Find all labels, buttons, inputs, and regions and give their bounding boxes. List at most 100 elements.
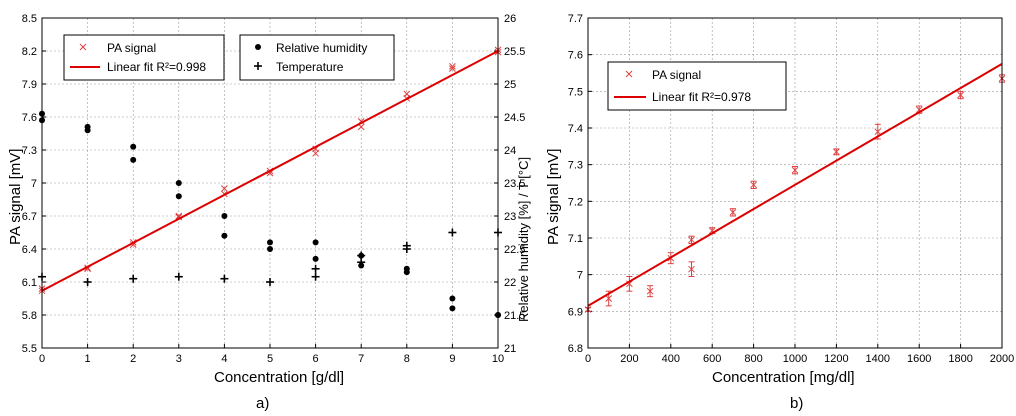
- x-marker: [874, 128, 882, 136]
- x-stroke: [266, 169, 274, 177]
- x-marker: [957, 91, 964, 99]
- y-tick-label: 5.5: [22, 343, 37, 355]
- x-marker: [646, 287, 654, 295]
- y-tick-label: 7.6: [22, 112, 37, 124]
- x-stroke: [729, 208, 737, 216]
- data-point-temperature: [174, 272, 183, 281]
- x-stroke: [221, 185, 228, 192]
- y-tick-label: 6.9: [568, 306, 583, 318]
- chart-b: 0 200 400 600 800 1000 1200 1400 1600 1800 2000 6.8…: [545, 13, 1014, 412]
- data-point-humidity: [312, 255, 319, 262]
- legend-box: [607, 61, 787, 111]
- legend-pa-b: PA signal Linear fit R²=0.978: [607, 61, 787, 111]
- x-tick-label: 0: [39, 353, 45, 365]
- data-point-temperature: [311, 264, 320, 273]
- y-tick-label: 6.7: [22, 211, 37, 223]
- x-stroke: [833, 148, 840, 156]
- data-point-pa: [750, 180, 757, 189]
- y2-tick-label: 23.5: [504, 178, 525, 190]
- plot-frame-b: [587, 17, 1003, 349]
- y-tick-label: 7.6: [568, 50, 583, 62]
- data-point-temperature: [266, 278, 274, 286]
- y-tick-label: 5.8: [22, 310, 37, 322]
- legend-marker-x-icon: [79, 43, 87, 51]
- chart-a: 0 1 2 3 4 5 6 7 8 9 105.55.86.16.46.777.37.67.98.2…: [7, 13, 531, 412]
- data-point-temperature: [83, 278, 92, 286]
- data-point-pa: [221, 185, 228, 192]
- y2-tick-label: 25: [504, 79, 516, 91]
- y-axis-label-a: PA signal [mV]: [7, 149, 24, 245]
- x-stroke: [449, 63, 456, 70]
- y-tick-label: 7.3: [22, 145, 37, 157]
- x-tick-label: 7: [358, 353, 364, 365]
- y-tick-label: 7.9: [22, 79, 37, 91]
- y-tick-label: 7: [31, 178, 37, 190]
- data-point-humidity: [175, 193, 182, 200]
- x-tick-label: 8: [404, 353, 410, 365]
- x-marker: [688, 236, 695, 244]
- y2-tick-label: 22: [504, 277, 516, 289]
- x-tick-label: 1000: [783, 353, 807, 365]
- y-tick-label: 6.8: [568, 343, 583, 355]
- y2-tick-label: 24.5: [504, 112, 525, 124]
- x-tick-label: 800: [744, 353, 762, 365]
- x-tick-label: 3: [176, 353, 182, 365]
- data-point-humidity: [267, 246, 273, 252]
- data-point-pa: [688, 261, 695, 277]
- data-point-humidity: [221, 232, 228, 239]
- data-point-temperature: [402, 245, 411, 253]
- y-tick-label: 7.2: [568, 196, 583, 208]
- x-marker: [833, 148, 840, 156]
- panel-label-b: b): [790, 395, 803, 412]
- data-point-pa: [791, 166, 799, 175]
- data-point-humidity: [403, 269, 410, 276]
- x-tick-label: 5: [267, 353, 273, 365]
- x-stroke: [357, 123, 365, 131]
- x-tick-label: 1800: [948, 353, 972, 365]
- x-tick-label: 0: [585, 353, 591, 365]
- x-tick-label: 2000: [990, 353, 1014, 365]
- ticks-b: 0 200 400 600 800 1000 1200 1400 1600 1800 2000 6.8…: [568, 13, 1015, 365]
- y-tick-label: 7: [577, 270, 583, 282]
- y-tick-label: 7.1: [568, 233, 583, 245]
- data-point-pa: [449, 63, 456, 70]
- data-point-humidity: [267, 239, 273, 246]
- data-point-temperature: [448, 228, 457, 237]
- x-tick-label: 600: [703, 353, 721, 365]
- y2-tick-label: 25.5: [504, 46, 525, 58]
- y2-axis-label-a: Relative humidity [%] / T [°C]: [516, 157, 531, 322]
- plot-frame-a: [41, 17, 499, 349]
- x-tick-label: 400: [662, 353, 680, 365]
- y-tick-label: 7.4: [568, 123, 583, 135]
- x-tick-label: 1: [85, 353, 91, 365]
- data-point-temperature: [311, 272, 320, 281]
- data-point-temperature: [357, 258, 366, 267]
- data-point-humidity: [130, 143, 137, 150]
- data-point-pa: [403, 90, 411, 98]
- data-point-pa: [688, 235, 695, 244]
- legend-env-a: Relative humidity Temperature: [239, 34, 395, 81]
- y2-tick-label: 22.5: [504, 244, 525, 256]
- data-point-humidity: [221, 213, 228, 219]
- y-tick-label: 6.1: [22, 277, 37, 289]
- fit-line: [41, 50, 499, 292]
- y2-tick-label: 23: [504, 211, 516, 223]
- x-tick-label: 6: [313, 353, 319, 365]
- data-point-pa: [833, 148, 840, 156]
- x-axis-label-b: Concentration [mg/dl]: [712, 369, 855, 386]
- legend-label: Linear fit R²=0.978: [652, 90, 751, 104]
- y-tick-label: 7.3: [568, 160, 583, 172]
- data-point-humidity: [175, 180, 182, 186]
- panel-label-a: a): [256, 395, 269, 412]
- x-stroke: [449, 65, 456, 72]
- x-marker: [605, 295, 613, 302]
- x-tick-label: 10: [492, 353, 504, 365]
- legend-dot-icon: [255, 44, 261, 50]
- fit-line: [587, 62, 1003, 307]
- x-stroke: [605, 295, 613, 302]
- y-tick-label: 7.5: [568, 86, 583, 98]
- legend-box: [239, 34, 395, 81]
- ticks-a: 0 1 2 3 4 5 6 7 8 9 105.55.86.16.46.777.37.67.98.2…: [22, 13, 526, 365]
- legend-label: PA signal: [652, 68, 701, 82]
- data-point-pa: [646, 285, 654, 298]
